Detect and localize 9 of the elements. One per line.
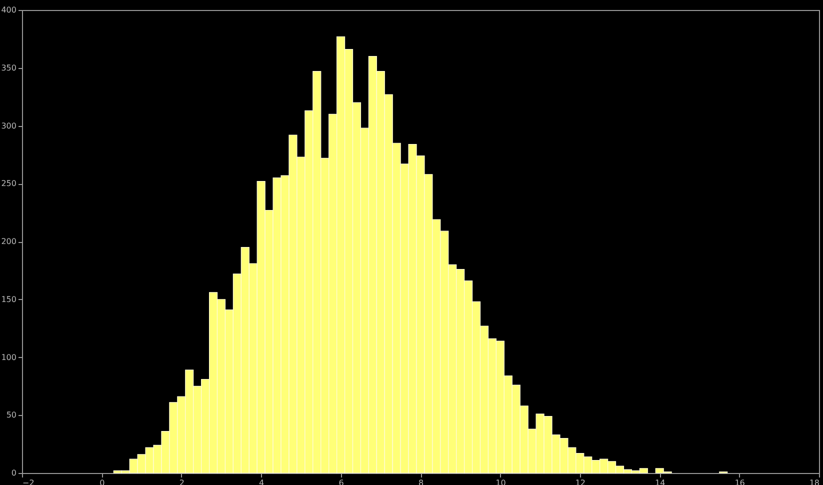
y-tick-label: 250 (1, 179, 16, 188)
y-tick-label: 350 (1, 63, 16, 72)
y-tick-label: 0 (11, 468, 16, 478)
y-tick-label: 300 (1, 121, 16, 130)
y-tick-label: 200 (1, 237, 16, 246)
y-tick-label: 400 (1, 6, 16, 14)
y-tick-label: 100 (1, 352, 16, 362)
y-tick-label: 150 (1, 294, 16, 304)
y-tick-label: 50 (6, 410, 16, 420)
